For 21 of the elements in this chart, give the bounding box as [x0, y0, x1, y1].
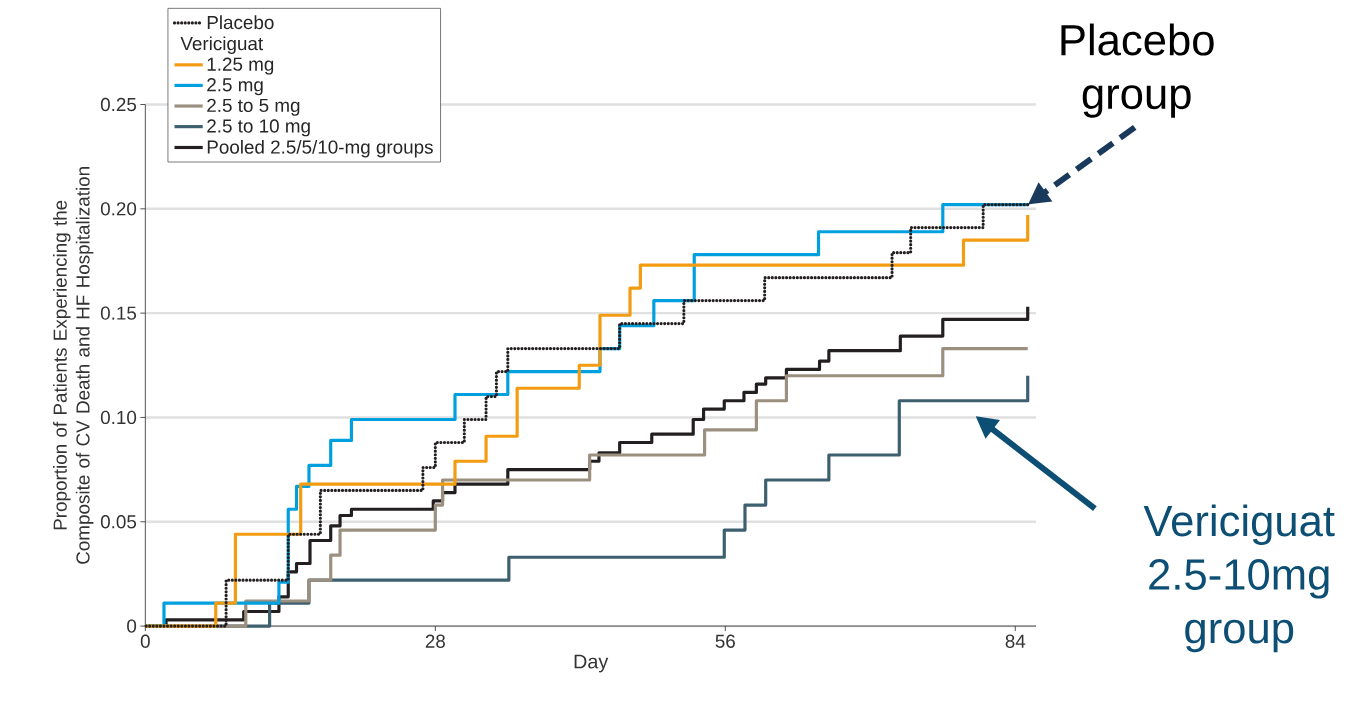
text: Vericiguat 2.5-10mg group: [1143, 504, 1335, 653]
x-axis-title: Day: [574, 654, 609, 673]
y-tick-label: 0.20: [100, 202, 137, 216]
y-tick-label: 0.05: [100, 515, 137, 529]
annotation: Placebo group: [1061, 23, 1214, 118]
y-tick-label: 0.25: [100, 97, 137, 112]
y-tick-label: 0: [127, 619, 137, 633]
legend-title: Vericiguat: [180, 36, 263, 55]
legend-label: 2.5 to 10 mg: [207, 119, 310, 137]
x-tick-label: 84: [1005, 634, 1026, 649]
legend-label: Placebo: [207, 15, 274, 30]
x-tick-label: 0: [140, 634, 150, 649]
legend-label: Pooled 2.5/5/10-mg groups: [207, 140, 433, 158]
y-tick-label: 0.15: [100, 306, 137, 320]
legend-label: 2.5 to 5 mg: [207, 98, 300, 116]
x-tick-label: 56: [715, 634, 735, 649]
x-tick-label: 28: [425, 634, 445, 649]
y-tick-label: 0.10: [100, 410, 137, 425]
legend-label: 1.25 mg: [207, 57, 274, 75]
legend-label: 2.5 mg: [207, 78, 263, 96]
y-axis-title: Proportion of Patients Experiencing the Composite of CV Death and HF Hospitalization: [53, 167, 94, 564]
